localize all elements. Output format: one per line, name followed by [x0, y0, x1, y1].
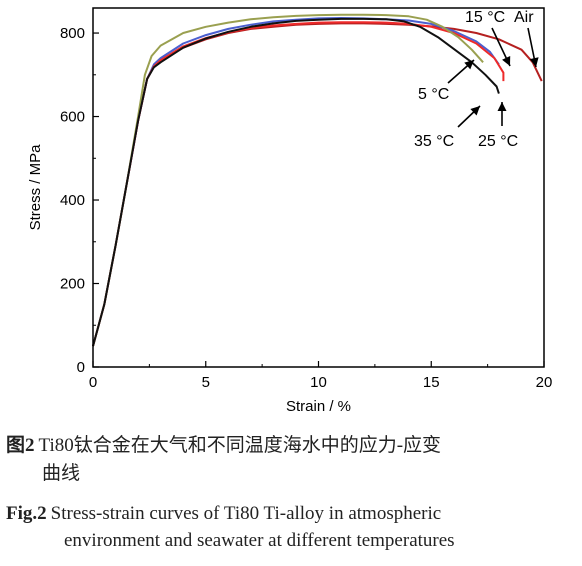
x-tick-label: 15 — [423, 374, 440, 391]
annotation-label: 15 °C — [465, 9, 505, 26]
x-axis-label: Strain / % — [286, 398, 351, 415]
caption-zh-text: Ti80钛合金在大气和不同温度海水中的应力-应变 — [38, 435, 442, 456]
x-tick-label: 10 — [310, 374, 327, 391]
annotation-label: Air — [514, 9, 534, 26]
annotation-arrow-head — [529, 57, 539, 67]
series-line-25-c — [92, 21, 505, 347]
x-tick-label: 5 — [202, 374, 210, 391]
y-tick-label: 200 — [60, 276, 85, 293]
caption-en-number: Fig.2 — [6, 503, 47, 524]
stress-strain-chart: 0 5 10 15 20 0 200 400 600 800 Strain / % Stress… — [27, 7, 553, 415]
x-tick-label: 0 — [89, 374, 97, 391]
y-tick-label: 800 — [60, 25, 85, 42]
caption-zh-text-line2: 曲线 — [42, 463, 81, 484]
caption-zh-number: 图2 — [6, 435, 35, 456]
annotation-label: 35 °C — [414, 133, 454, 150]
figure-caption-zh: 图2 Ti80钛合金在大气和不同温度海水中的应力-应变 曲线 — [0, 432, 582, 488]
series-lines — [92, 13, 543, 347]
y-axis-label: Stress / MPa — [27, 144, 44, 231]
y-tick-label: 600 — [60, 109, 85, 126]
x-axis-ticks: 0 5 10 15 20 — [89, 361, 553, 391]
annotation-arrow-head — [464, 60, 474, 70]
series-line-35-c — [92, 17, 500, 347]
y-tick-label: 400 — [60, 192, 85, 209]
series-line-5-c — [92, 13, 484, 347]
annotation-label: 5 °C — [418, 86, 449, 103]
caption-en-text: Stress-strain curves of Ti80 Ti-alloy in… — [50, 503, 442, 524]
caption-en-text-line2: environment and seawater at different te… — [64, 530, 455, 551]
annotation-arrow-head — [470, 106, 480, 116]
annotation-arrow-head — [502, 55, 511, 66]
x-tick-label: 20 — [536, 374, 553, 391]
y-axis-ticks: 0 200 400 600 800 — [60, 25, 99, 376]
annotation-arrow-head — [497, 102, 507, 111]
y-tick-label: 0 — [77, 359, 85, 376]
curve-annotations: 15 °C Air 5 °C 35 °C 25 °C — [414, 9, 539, 150]
annotation-label: 25 °C — [478, 133, 518, 150]
figure-caption-en: Fig.2 Stress-strain curves of Ti80 Ti-al… — [0, 500, 582, 554]
series-line-air — [92, 22, 543, 347]
